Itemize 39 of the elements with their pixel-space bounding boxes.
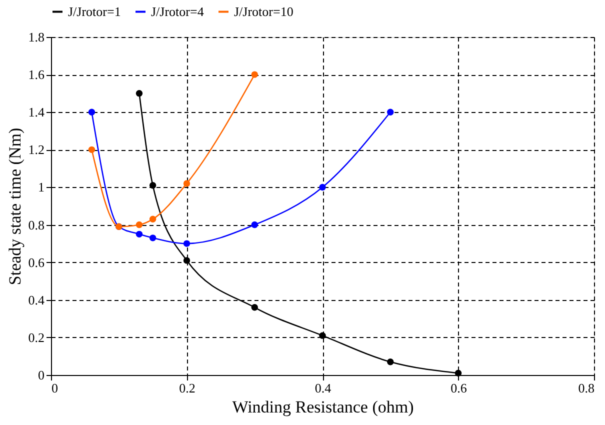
y-tick-label: 0.2	[28, 330, 44, 345]
point	[149, 216, 156, 222]
point	[149, 234, 156, 242]
x-tick-label: 0.8	[578, 380, 594, 396]
y-tick-label: 0.8	[28, 217, 44, 232]
y-tick-label: 0.6	[28, 254, 45, 270]
legend-label: J/Jrotor=10	[234, 4, 294, 19]
y-tick-label: 1	[38, 180, 44, 195]
point	[251, 71, 258, 78]
point	[251, 221, 258, 228]
point	[454, 370, 462, 376]
y-axis-title: Steady state time (Nm)	[5, 128, 24, 286]
point	[136, 230, 143, 238]
point	[387, 358, 394, 366]
point	[136, 90, 143, 97]
x-tick-label: 0.6	[450, 380, 468, 396]
point	[183, 240, 190, 247]
point	[149, 182, 156, 189]
point	[183, 180, 190, 187]
point	[88, 108, 96, 116]
point	[251, 304, 258, 311]
legend-label: J/Jrotor=1	[68, 4, 121, 19]
x-tick-label: 0	[52, 380, 58, 396]
y-tick-label: 1.2	[28, 142, 44, 158]
y-tick-label: 1.8	[28, 30, 44, 44]
legend-label: J/Jrotor=4	[151, 4, 204, 19]
point	[136, 221, 143, 228]
y-tick-label: 1.4	[28, 104, 45, 120]
y-tick-label: 0	[38, 368, 44, 382]
point	[387, 108, 394, 116]
y-tick-label: 0.4	[28, 292, 45, 308]
point	[88, 146, 96, 154]
y-tick-label: 1.6	[28, 67, 45, 82]
point	[319, 332, 326, 339]
x-axis-title: Winding Resistance (ohm)	[232, 398, 414, 416]
point	[319, 184, 326, 191]
x-tick-label: 0.2	[179, 380, 196, 396]
x-tick-label: 0.4	[314, 380, 332, 396]
point	[183, 257, 190, 264]
